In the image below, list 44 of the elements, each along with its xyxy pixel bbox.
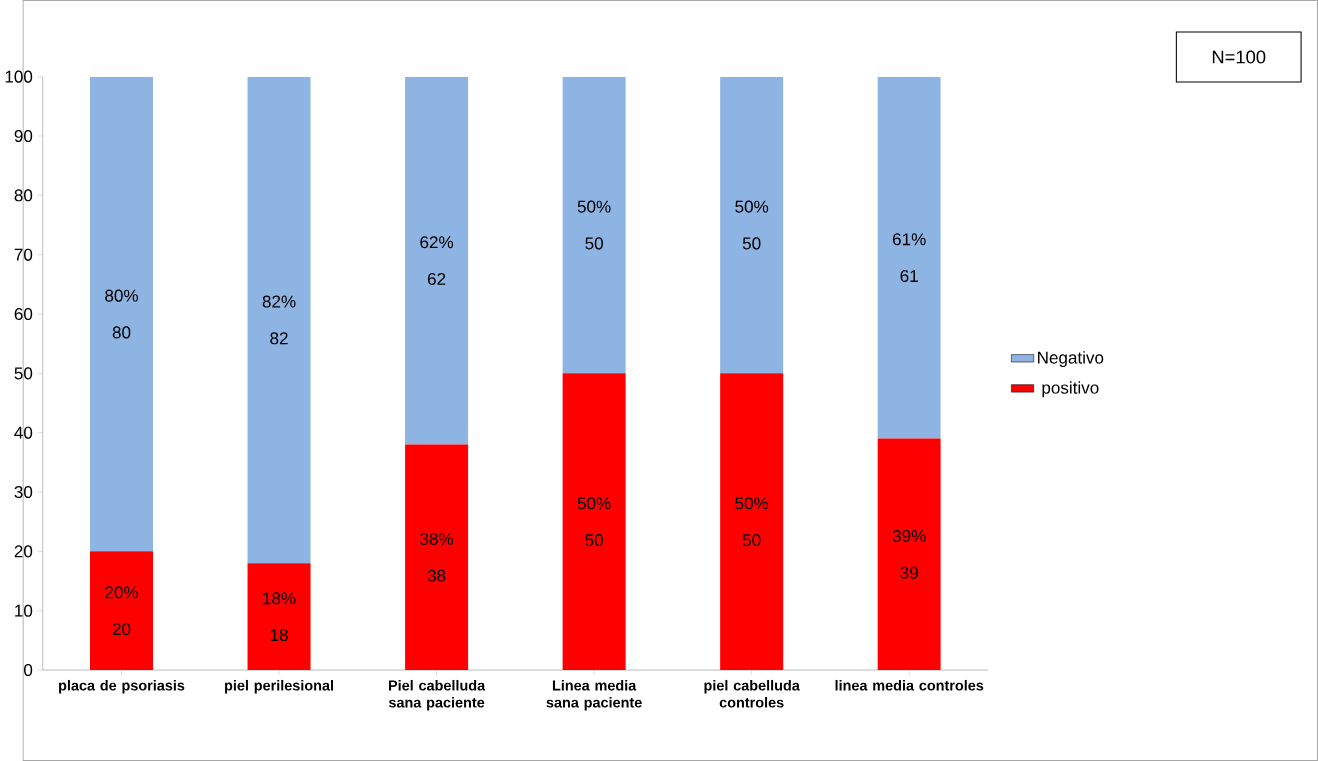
y-tick-label: 90 [14,129,33,142]
text: 20% 20 [105,586,138,636]
text: 82% 82 [262,295,296,345]
x-tick-label: linea media controles [835,679,984,691]
bar [247,563,311,670]
bar [562,373,626,670]
bar [405,76,469,445]
text: 62% 62 [420,236,454,285]
text: 50% 50 [577,497,611,547]
y-tick-label: 40 [14,426,33,439]
y-tick-label: 20 [14,545,33,558]
text: 38% 38 [420,532,454,582]
text: 50% 50 [577,200,611,250]
text: 61% 61 [892,233,926,282]
x-tick-label: Piel cabelluda sana paciente [388,679,486,711]
x-tick-label: placa de psoriasis [59,679,185,694]
text: 18% 18 [263,592,296,641]
x-tick-label: Linea media sana paciente [546,679,642,711]
text: 39% 39 [892,529,926,579]
y-tick-label: 70 [14,248,33,261]
bar [877,76,941,439]
bar [90,551,154,670]
text: N=100 [1212,50,1266,64]
y-tick-label: 60 [14,307,33,320]
x-tick-label: piel perilesional [225,679,333,694]
bar [720,373,784,670]
bar [720,76,784,374]
text: 50% 50 [735,200,769,250]
x-tick-label: piel cabelluda controles [704,679,800,708]
y-tick-label: 30 [14,485,33,498]
bar [247,76,311,564]
legend-label: Negativo [1038,351,1104,367]
bar [405,444,469,670]
y-tick-label: 0 [24,663,33,677]
bar [562,76,626,374]
bar [90,76,154,552]
y-tick-label: 50 [14,367,33,380]
y-tick-label: 10 [15,604,33,617]
y-tick-label: 100 [5,70,33,83]
text: 50% 50 [735,497,769,547]
legend-label: positivo [1042,381,1099,398]
text: 80% 80 [105,289,138,339]
bar [877,438,941,670]
y-tick-label: 80 [14,189,33,202]
